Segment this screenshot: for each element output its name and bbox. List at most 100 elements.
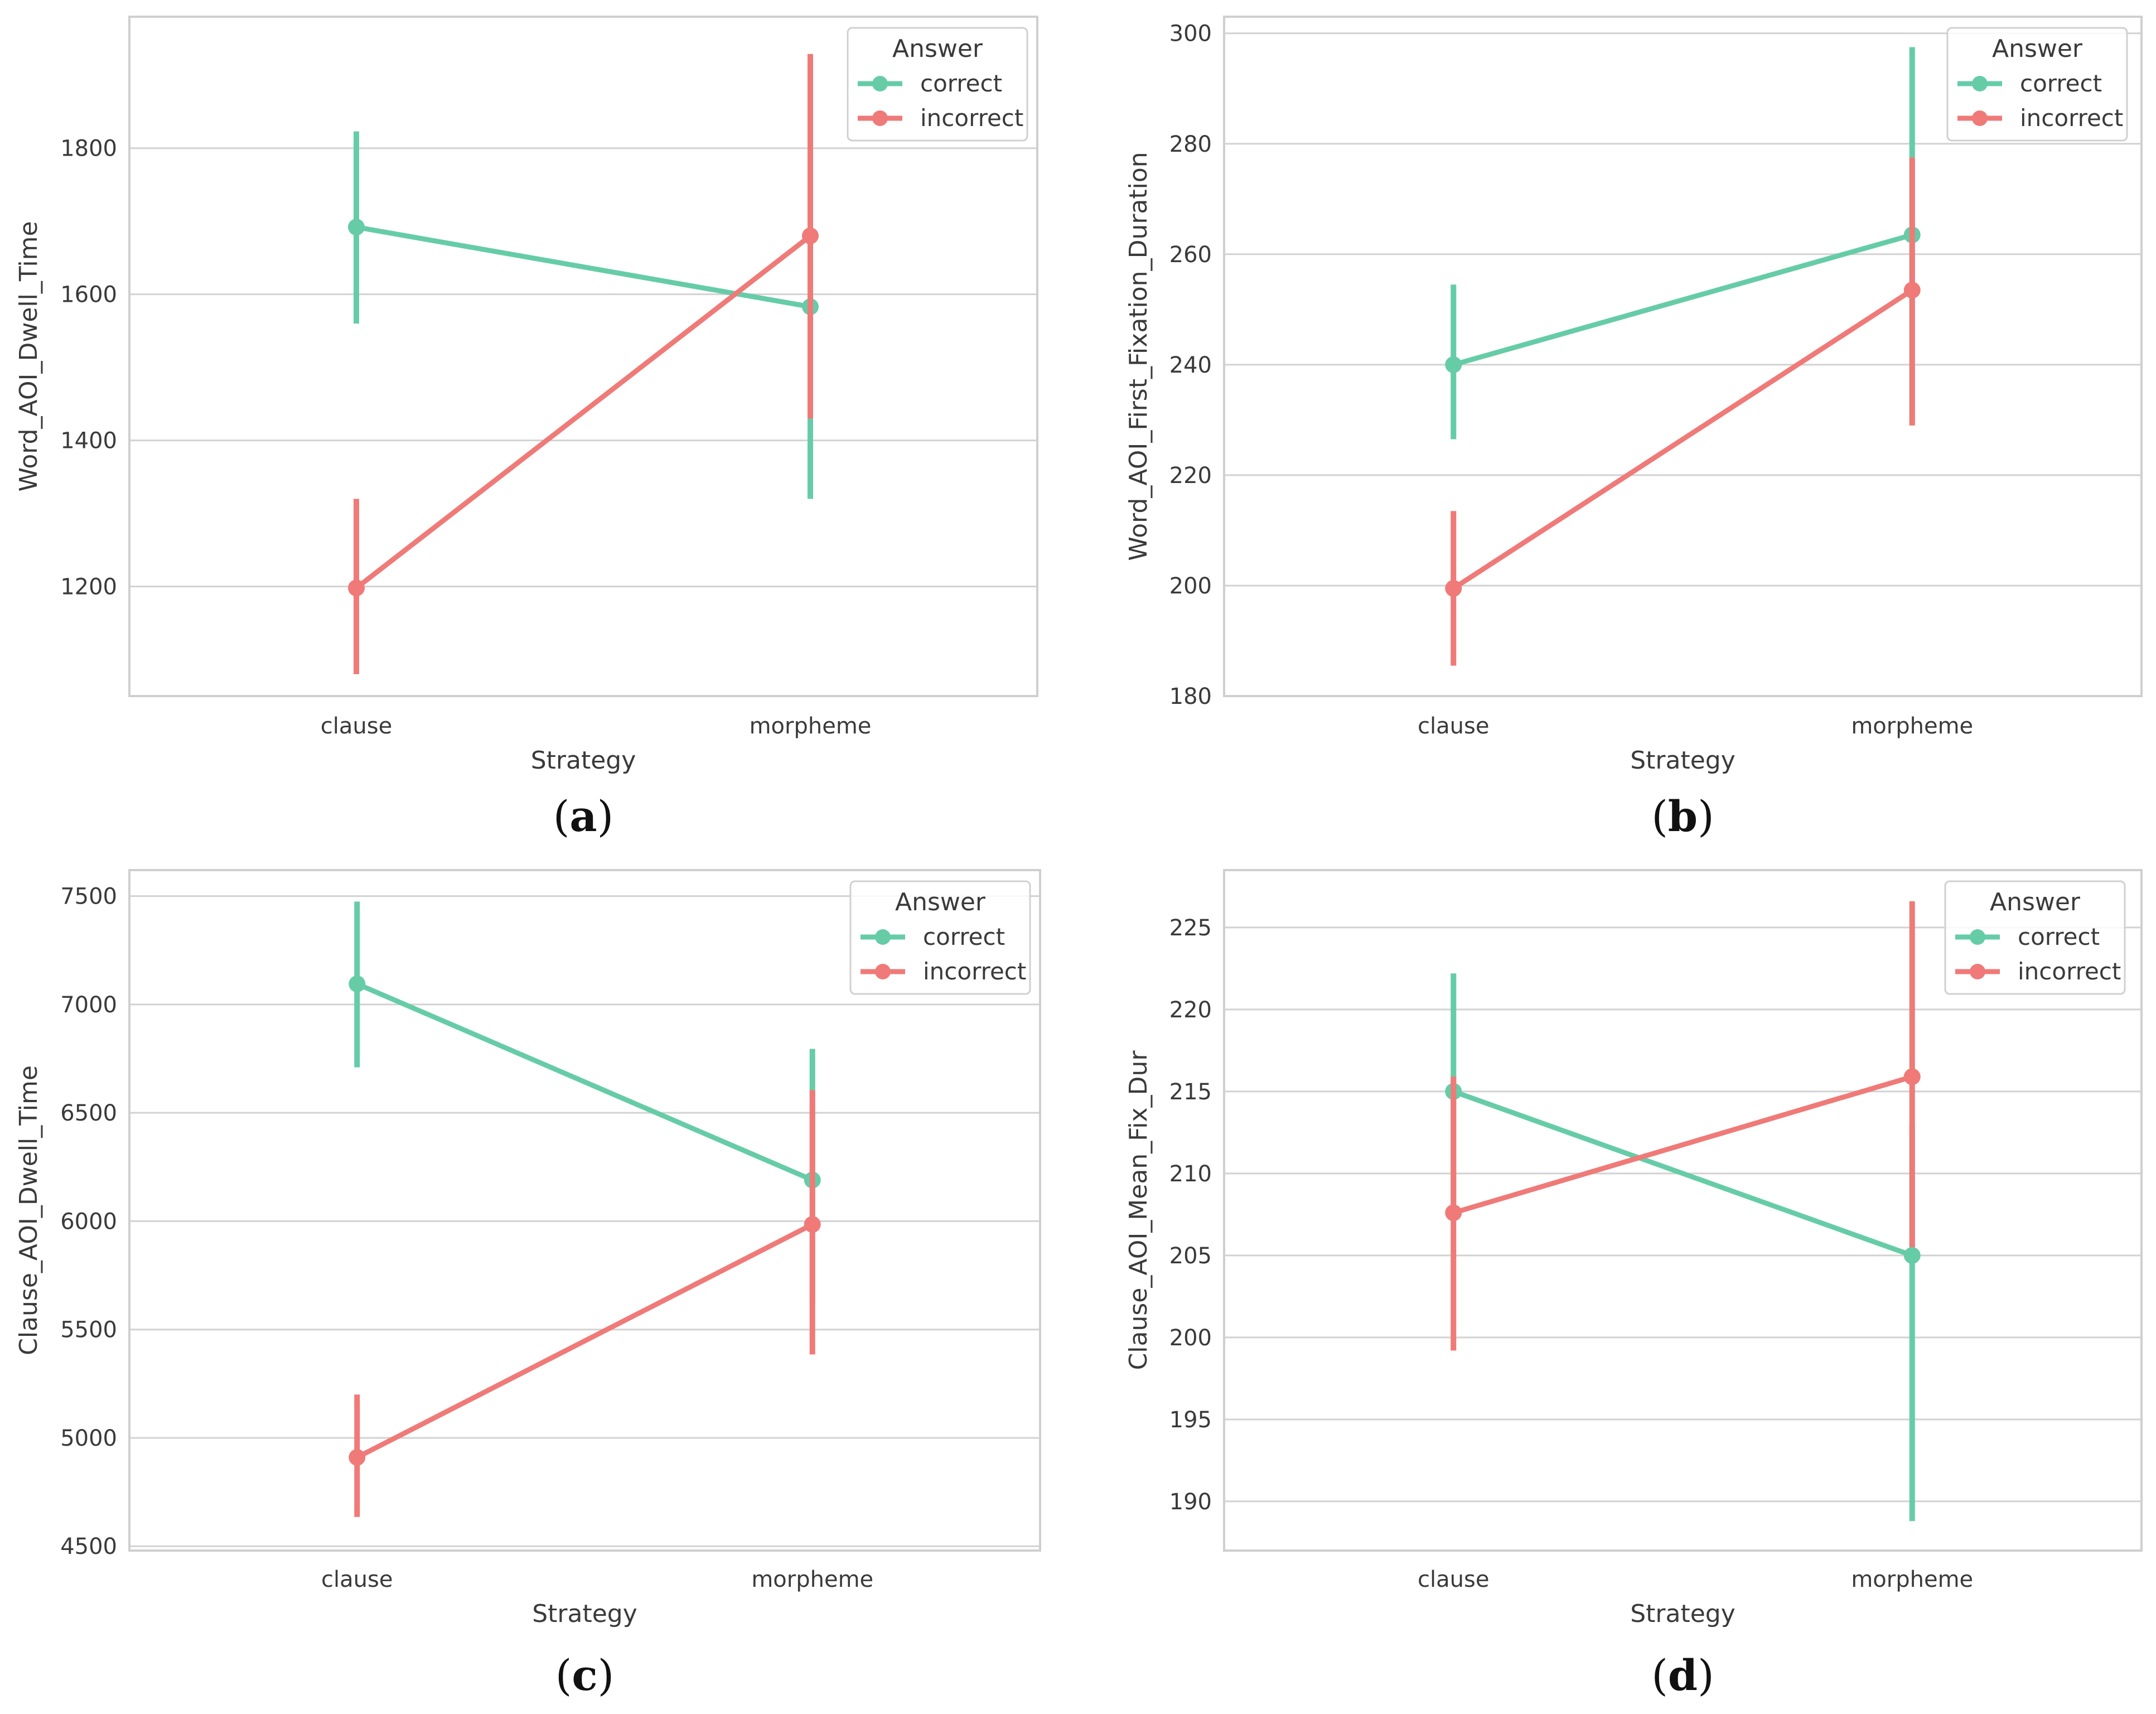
caption-letter: b [1668,791,1698,841]
x-axis-label: Strategy [1630,746,1736,775]
x-tick-label: clause [1418,1567,1489,1592]
legend-box [847,27,1028,142]
data-point [804,1216,821,1233]
x-axis-label: Strategy [532,1600,637,1628]
series-incorrect [349,1090,821,1517]
plot-frame [1223,16,2143,697]
y-tick-label: 7500 [60,884,117,910]
y-tick-label: 190 [1169,1489,1212,1515]
series-line [1451,287,1915,591]
caption-open: ( [555,1650,572,1700]
y-tick-label: 6000 [60,1209,117,1234]
y-tick-label: 5000 [60,1426,117,1451]
series-line [354,1221,815,1460]
series-line [1451,1074,1915,1215]
y-tick-label: 300 [1169,21,1212,47]
data-point [802,227,819,244]
x-axis-label: Strategy [531,746,636,775]
legend-box [1946,27,2128,142]
y-tick-label: 6500 [60,1100,117,1126]
legend-swatch-marker [1970,964,1985,979]
legend-box [849,880,1031,995]
y-tick-label: 225 [1169,915,1212,941]
x-tick-label: clause [1418,713,1489,739]
caption-close: ) [598,1650,615,1700]
data-point [1903,1068,1921,1085]
legend-title: Answer [1990,888,2081,916]
series-correct [1445,973,1921,1522]
data-point [349,975,366,992]
data-point [1445,1204,1462,1221]
legend-entry-incorrect: incorrect [2018,958,2121,985]
legend-entry-incorrect: incorrect [920,104,1023,132]
plot-frame [128,16,1038,697]
legend-entry-correct: correct [2020,70,2102,97]
legend-swatch-marker [1970,929,1985,945]
data-point [1445,580,1462,597]
legend: Answer correct incorrect [849,880,1031,995]
series-incorrect [1445,901,1921,1351]
series-incorrect [1445,157,1921,666]
data-point [1903,282,1921,299]
x-tick-label: morpheme [1851,1567,1973,1592]
legend: Answer correct incorrect [1946,27,2128,142]
series-incorrect [348,54,819,674]
legend: Answer correct incorrect [847,27,1028,142]
series-line [354,981,815,1183]
legend-swatch-marker [1972,110,1988,126]
data-point [1445,356,1462,373]
x-tick-label: clause [321,1567,393,1592]
legend-title: Answer [892,35,983,63]
caption-open: ( [1651,1650,1668,1700]
y-tick-label: 210 [1169,1161,1212,1187]
series-correct [348,131,819,499]
x-tick-label: morpheme [750,713,872,739]
y-tick-label: 7000 [60,992,117,1018]
legend-title: Answer [895,888,986,916]
caption-close: ) [597,791,614,841]
y-tick-label: 5500 [60,1317,117,1343]
series-correct [1445,47,1921,440]
y-axis-label: Word_AOI_Dwell_Time [14,221,43,491]
y-tick-label: 280 [1169,132,1212,157]
y-tick-label: 200 [1169,573,1212,599]
y-tick-label: 200 [1169,1325,1212,1351]
y-axis-label: Word_AOI_First_Fixation_Duration [1124,152,1153,561]
legend-entry-correct: correct [920,70,1002,97]
y-axis-label: Clause_AOI_Mean_Fix_Dur [1124,1050,1153,1370]
legend-title: Answer [1992,35,2083,63]
chart-panel-b: 180 200 220 240 260 280 300 clause morpheme Strat… [1124,16,2143,841]
legend-swatch-marker [872,76,888,91]
panel-caption: (b) [1651,791,1714,841]
series-line [1451,1089,1915,1258]
y-tick-label: 220 [1169,463,1212,489]
y-tick-label: 215 [1169,1079,1212,1105]
chart-panel-c: 4500 5000 5500 6000 6500 7000 7500 clause morphe… [14,869,1041,1700]
y-axis-label: Clause_AOI_Dwell_Time [14,1065,43,1355]
series-line [1451,232,1915,368]
legend-swatch-marker [1972,76,1988,91]
x-tick-label: morpheme [751,1567,873,1592]
y-tick-label: 205 [1169,1243,1212,1269]
chart-panel-a: 1200 1400 1600 1800 clause morpheme Strategy Wo… [14,16,1038,841]
data-point [349,1449,366,1466]
legend-entry-correct: correct [923,923,1005,950]
legend-swatch-marker [872,110,888,126]
y-tick-label: 1400 [60,428,117,454]
panel-caption: (d) [1651,1650,1714,1700]
y-tick-label: 240 [1169,353,1212,378]
series-correct [349,901,821,1304]
legend-swatch-marker [875,929,891,945]
y-tick-label: 1800 [60,136,117,162]
data-point [348,219,365,236]
caption-letter: c [572,1650,597,1700]
x-tick-label: morpheme [1851,713,1973,739]
y-tick-label: 220 [1169,997,1212,1023]
chart-panel-d: 190 195 200 205 210 215 220 225 clause morpheme St… [1124,869,2143,1700]
legend-box [1944,880,2126,995]
y-tick-label: 180 [1169,684,1212,709]
caption-open: ( [1651,791,1668,841]
caption-letter: d [1668,1650,1698,1700]
series-line [354,233,813,591]
